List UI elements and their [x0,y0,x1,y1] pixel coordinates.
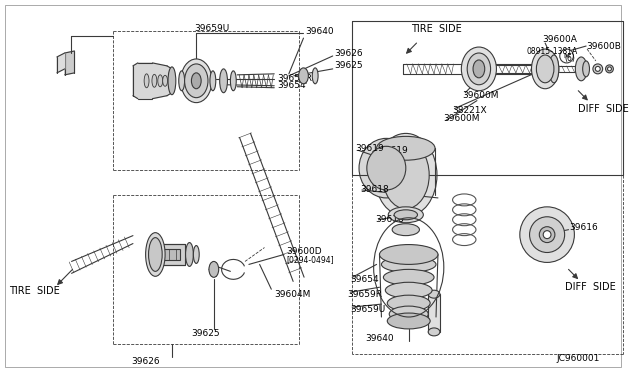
Ellipse shape [210,71,216,91]
Ellipse shape [148,238,162,271]
Ellipse shape [385,282,432,298]
Text: 39618: 39618 [360,186,388,195]
Ellipse shape [383,269,434,285]
Ellipse shape [387,313,430,329]
Ellipse shape [383,141,429,209]
Ellipse shape [381,256,436,272]
Text: 39659R: 39659R [277,74,312,83]
Text: 39659U: 39659U [195,24,230,33]
Ellipse shape [299,68,308,84]
Ellipse shape [158,75,163,87]
Text: 39600B: 39600B [586,42,621,51]
Ellipse shape [184,64,208,98]
Text: M: M [564,53,570,59]
Ellipse shape [392,224,419,235]
Ellipse shape [359,138,413,198]
Text: 39654: 39654 [350,275,379,284]
Circle shape [543,231,551,238]
Ellipse shape [549,55,559,83]
Ellipse shape [163,76,168,86]
Text: 39640: 39640 [305,27,334,36]
Text: DIFF  SIDE: DIFF SIDE [564,282,616,292]
Text: 39604M: 39604M [275,290,310,299]
Text: TIRE  SIDE: TIRE SIDE [9,286,60,296]
Text: JC960001: JC960001 [557,354,600,363]
Ellipse shape [152,74,157,87]
Ellipse shape [374,134,437,217]
Ellipse shape [220,69,227,93]
Ellipse shape [312,68,318,84]
Text: 08915-1381A: 08915-1381A [526,46,577,55]
Circle shape [560,49,573,63]
Text: 39600A: 39600A [542,35,577,44]
Text: TIRE  SIDE: TIRE SIDE [411,24,461,34]
Bar [428,294,440,332]
Text: (6): (6) [564,54,575,64]
Text: 39600M: 39600M [443,114,479,123]
Text: 39626: 39626 [131,357,160,366]
Ellipse shape [191,73,201,89]
Text: 39625: 39625 [335,61,364,70]
Ellipse shape [428,290,440,298]
Polygon shape [65,51,74,75]
Ellipse shape [394,210,417,220]
Text: 39619: 39619 [355,144,384,153]
Ellipse shape [179,71,184,91]
Ellipse shape [144,74,149,88]
Ellipse shape [467,53,491,85]
Ellipse shape [209,262,219,277]
Ellipse shape [186,243,193,266]
Bar [156,244,184,265]
Ellipse shape [531,49,559,89]
Ellipse shape [529,217,564,253]
Ellipse shape [388,207,423,223]
Ellipse shape [593,64,603,74]
Ellipse shape [387,295,430,311]
Ellipse shape [146,232,165,276]
Text: DIFF  SIDE: DIFF SIDE [579,103,629,113]
Ellipse shape [428,328,440,336]
Ellipse shape [473,60,484,78]
Text: 39600D: 39600D [286,247,321,256]
Text: 39600M: 39600M [462,91,499,100]
Text: 39654: 39654 [277,81,306,90]
Ellipse shape [180,59,212,103]
Text: 39640: 39640 [365,334,394,343]
Text: [0294-0494]: [0294-0494] [286,255,333,264]
Ellipse shape [376,137,435,160]
Text: 38221X: 38221X [452,106,487,115]
Bar [160,248,180,260]
Text: 39659U: 39659U [350,305,385,314]
Circle shape [595,66,600,71]
Text: 39659R: 39659R [348,290,382,299]
Text: 39616: 39616 [570,223,598,232]
Ellipse shape [193,246,199,263]
Polygon shape [133,63,172,99]
Ellipse shape [520,207,574,262]
Polygon shape [57,53,65,73]
Ellipse shape [380,244,438,264]
Ellipse shape [536,55,554,83]
Circle shape [540,227,555,243]
Text: 39618: 39618 [376,215,404,224]
Ellipse shape [575,57,587,81]
Text: 39626: 39626 [335,49,364,58]
Ellipse shape [230,71,236,91]
Ellipse shape [389,306,428,322]
Text: 39619: 39619 [380,146,408,155]
Ellipse shape [168,67,176,95]
Circle shape [607,67,611,71]
Text: 39625: 39625 [191,329,220,339]
Ellipse shape [605,65,613,73]
Ellipse shape [582,61,589,77]
Ellipse shape [461,47,497,91]
Ellipse shape [367,146,406,190]
